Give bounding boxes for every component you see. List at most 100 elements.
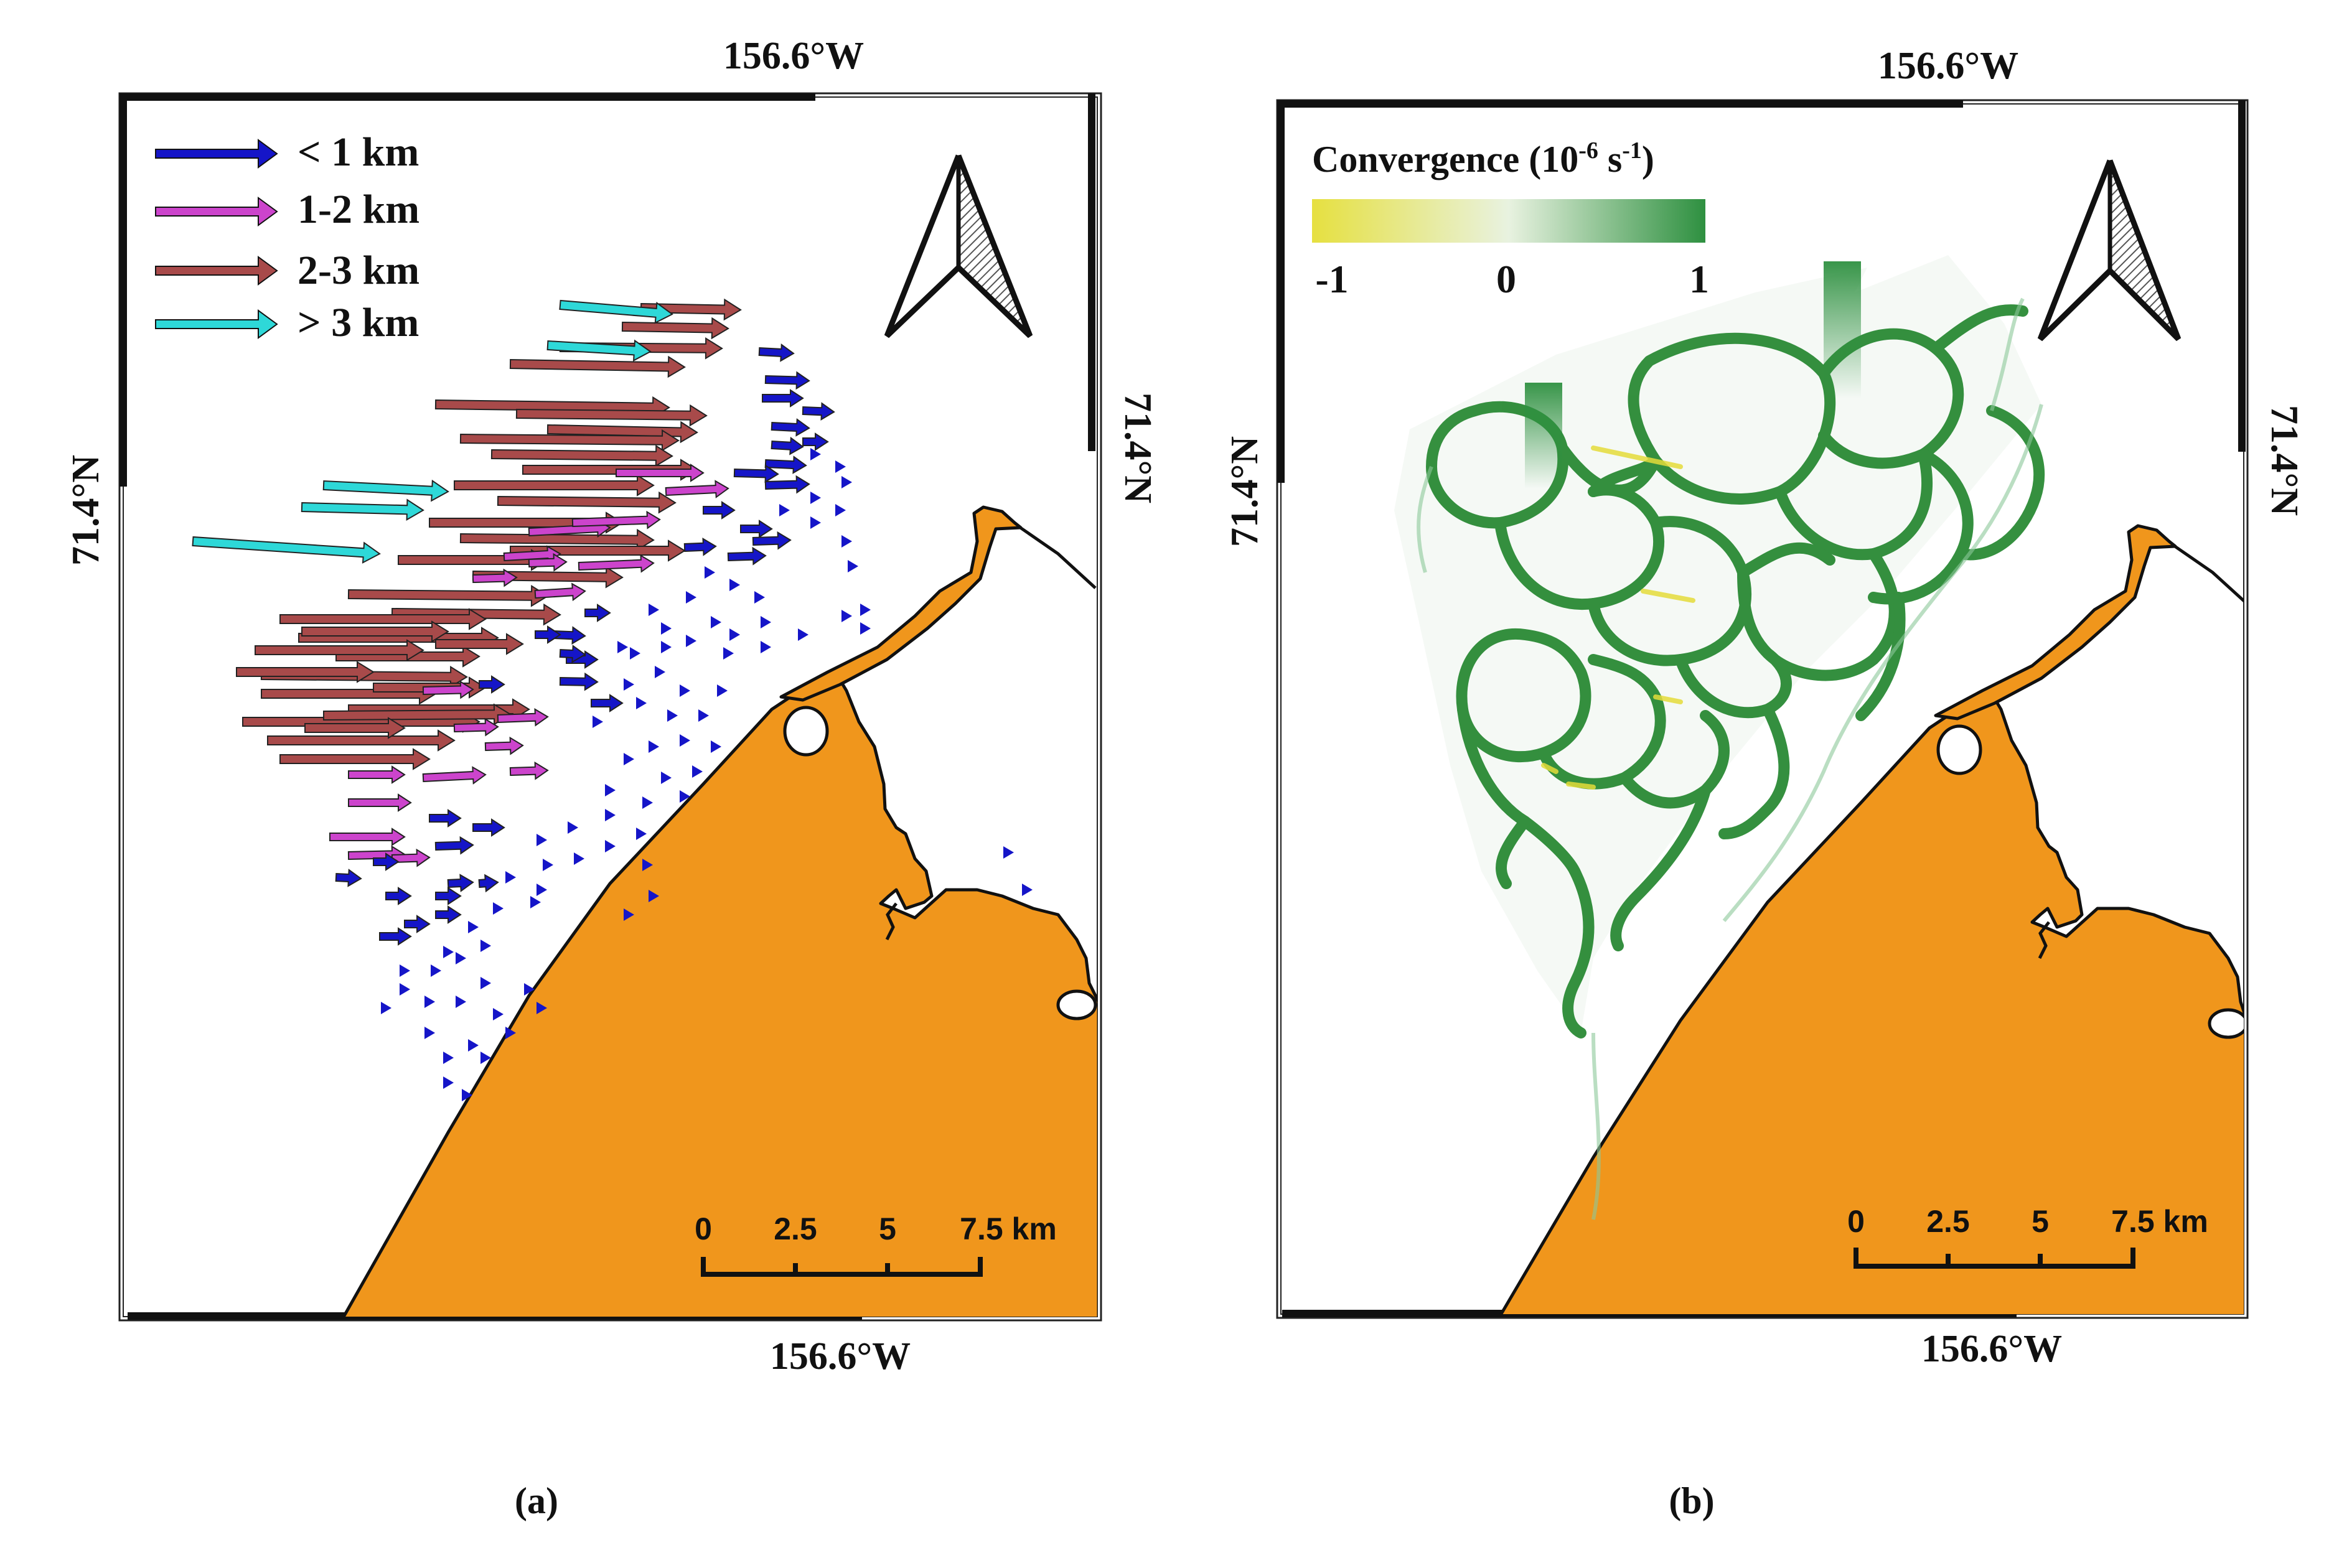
drift-vector-arrow [546, 421, 698, 444]
panel-label-b: (b) [1669, 1480, 1714, 1521]
convergence-network [1426, 304, 2045, 1038]
drift-vector-arrow [301, 498, 424, 521]
drift-vector-arrow [591, 694, 624, 712]
drift-vector-small [661, 772, 672, 784]
drift-vector-arrow [323, 703, 512, 726]
drift-vector-arrow [559, 672, 599, 691]
drift-vector-arrow [322, 479, 449, 502]
scale-tick-2-5: 2.5 [774, 1211, 817, 1246]
drift-vector-small [848, 560, 858, 572]
legend-item-lt1: < 1 km [155, 129, 419, 175]
drift-vector-arrow [192, 536, 381, 564]
drift-vector-small [624, 753, 634, 765]
drift-vector-small [860, 622, 871, 635]
drift-vector-small [667, 709, 678, 722]
drift-vector-small [686, 635, 696, 647]
drift-vector-arrow [490, 444, 673, 467]
lat-label-left-a: 71.4°N [65, 455, 107, 566]
drift-vector-small [642, 859, 653, 871]
drift-vector-arrow [435, 905, 462, 924]
drift-vector-arrow [559, 299, 673, 324]
drift-vector-arrow [435, 633, 524, 655]
drift-vector-arrow [459, 528, 655, 551]
drift-vector-arrow [435, 887, 462, 905]
panel-label-a: (a) [515, 1480, 558, 1521]
drift-vector-small [574, 852, 584, 865]
drift-vector-small [717, 684, 728, 697]
drift-vector-small [655, 666, 665, 678]
drift-vector-arrow [640, 298, 742, 321]
drift-vector-arrow [385, 887, 412, 905]
colorbar-gradient [1312, 199, 1705, 243]
drift-vector-small [680, 790, 690, 803]
drift-vector-arrow [422, 680, 474, 699]
drift-vector-small [456, 996, 466, 1008]
drift-vector-small [443, 1076, 454, 1089]
spit-a [779, 505, 1023, 702]
drift-vector-small [456, 952, 466, 964]
drift-vector-small [649, 604, 659, 616]
drift-vector-small [630, 647, 640, 660]
drift-vector-arrow [762, 389, 804, 408]
drift-vector-small [680, 684, 690, 697]
lon-label-top-b: 156.6°W [1878, 45, 2018, 87]
panel-b: Convergence (10-6 s-1) -1 0 1 0 2.5 5 7.… [1224, 45, 2305, 1521]
drift-vector-small [661, 622, 672, 635]
drift-vector-arrow [771, 436, 804, 455]
drift-vector-small [642, 796, 653, 809]
drift-vector-arrow [764, 455, 807, 474]
drift-vector-arrow [472, 818, 505, 837]
colorbar-tick-max: 1 [1689, 257, 1709, 301]
legend-arrow-1-2 [155, 197, 278, 226]
drift-vector-small [841, 476, 852, 488]
drift-vector-small [810, 516, 821, 529]
drift-vector-arrow [373, 852, 400, 871]
drift-vector-small [530, 896, 541, 908]
drift-vector-arrow [665, 480, 729, 498]
drift-vector-arrow [616, 464, 705, 482]
lat-label-left-b: 71.4°N [1224, 436, 1266, 547]
drift-vector-small [468, 1039, 479, 1052]
spit-b [1934, 524, 2177, 721]
panel-a: < 1 km 1-2 km 2-3 km > 3 km 0 [65, 35, 1159, 1521]
drift-vector-small [443, 946, 454, 958]
drift-vector-small [400, 964, 410, 977]
drift-vector-arrow [404, 915, 431, 933]
drift-vector-arrow [515, 404, 708, 427]
drift-vector-arrow [391, 848, 431, 867]
scale-tick-0: 0 [695, 1211, 712, 1246]
drift-vector-arrow [472, 566, 624, 589]
drift-vector-small [860, 604, 871, 616]
scale-tick-7-5: 7.5 km [960, 1211, 1057, 1246]
legend-arrow-gt3 [155, 309, 278, 339]
scale-tick-5: 5 [2032, 1204, 2049, 1239]
drift-vector-arrow [703, 501, 736, 520]
convergence-blob [1824, 261, 1861, 398]
legend-item-2-3: 2-3 km [155, 248, 419, 293]
drift-vector-small [543, 859, 553, 871]
drift-vector-arrow [571, 510, 661, 530]
drift-vector-small [1022, 884, 1033, 896]
drift-vector-small [493, 1008, 504, 1020]
lagoon-b [1936, 724, 1982, 775]
drift-vector-arrow [497, 707, 549, 727]
drift-vector-arrow [683, 537, 717, 556]
drift-vector-small [468, 921, 479, 933]
drift-vector-arrow [584, 604, 611, 622]
drift-vector-small [636, 828, 647, 840]
drift-vector-arrow [497, 491, 677, 514]
drift-vector-small [605, 840, 616, 852]
drift-vector-arrow [559, 645, 586, 663]
drift-vector-arrow [236, 661, 375, 683]
legend-label-1-2: 1-2 km [298, 187, 419, 232]
drift-vector-small [462, 1089, 472, 1101]
drift-vector-small [754, 591, 765, 604]
drift-vector-small [537, 834, 547, 846]
drift-vector-arrow [329, 828, 406, 846]
drift-vector-arrow [335, 869, 362, 887]
north-arrow-icon [884, 154, 1033, 338]
legend-arrow-2-3 [155, 256, 278, 286]
drift-vector-small [761, 616, 771, 628]
drift-vector-small [729, 579, 740, 591]
drift-vector-small [798, 628, 808, 641]
